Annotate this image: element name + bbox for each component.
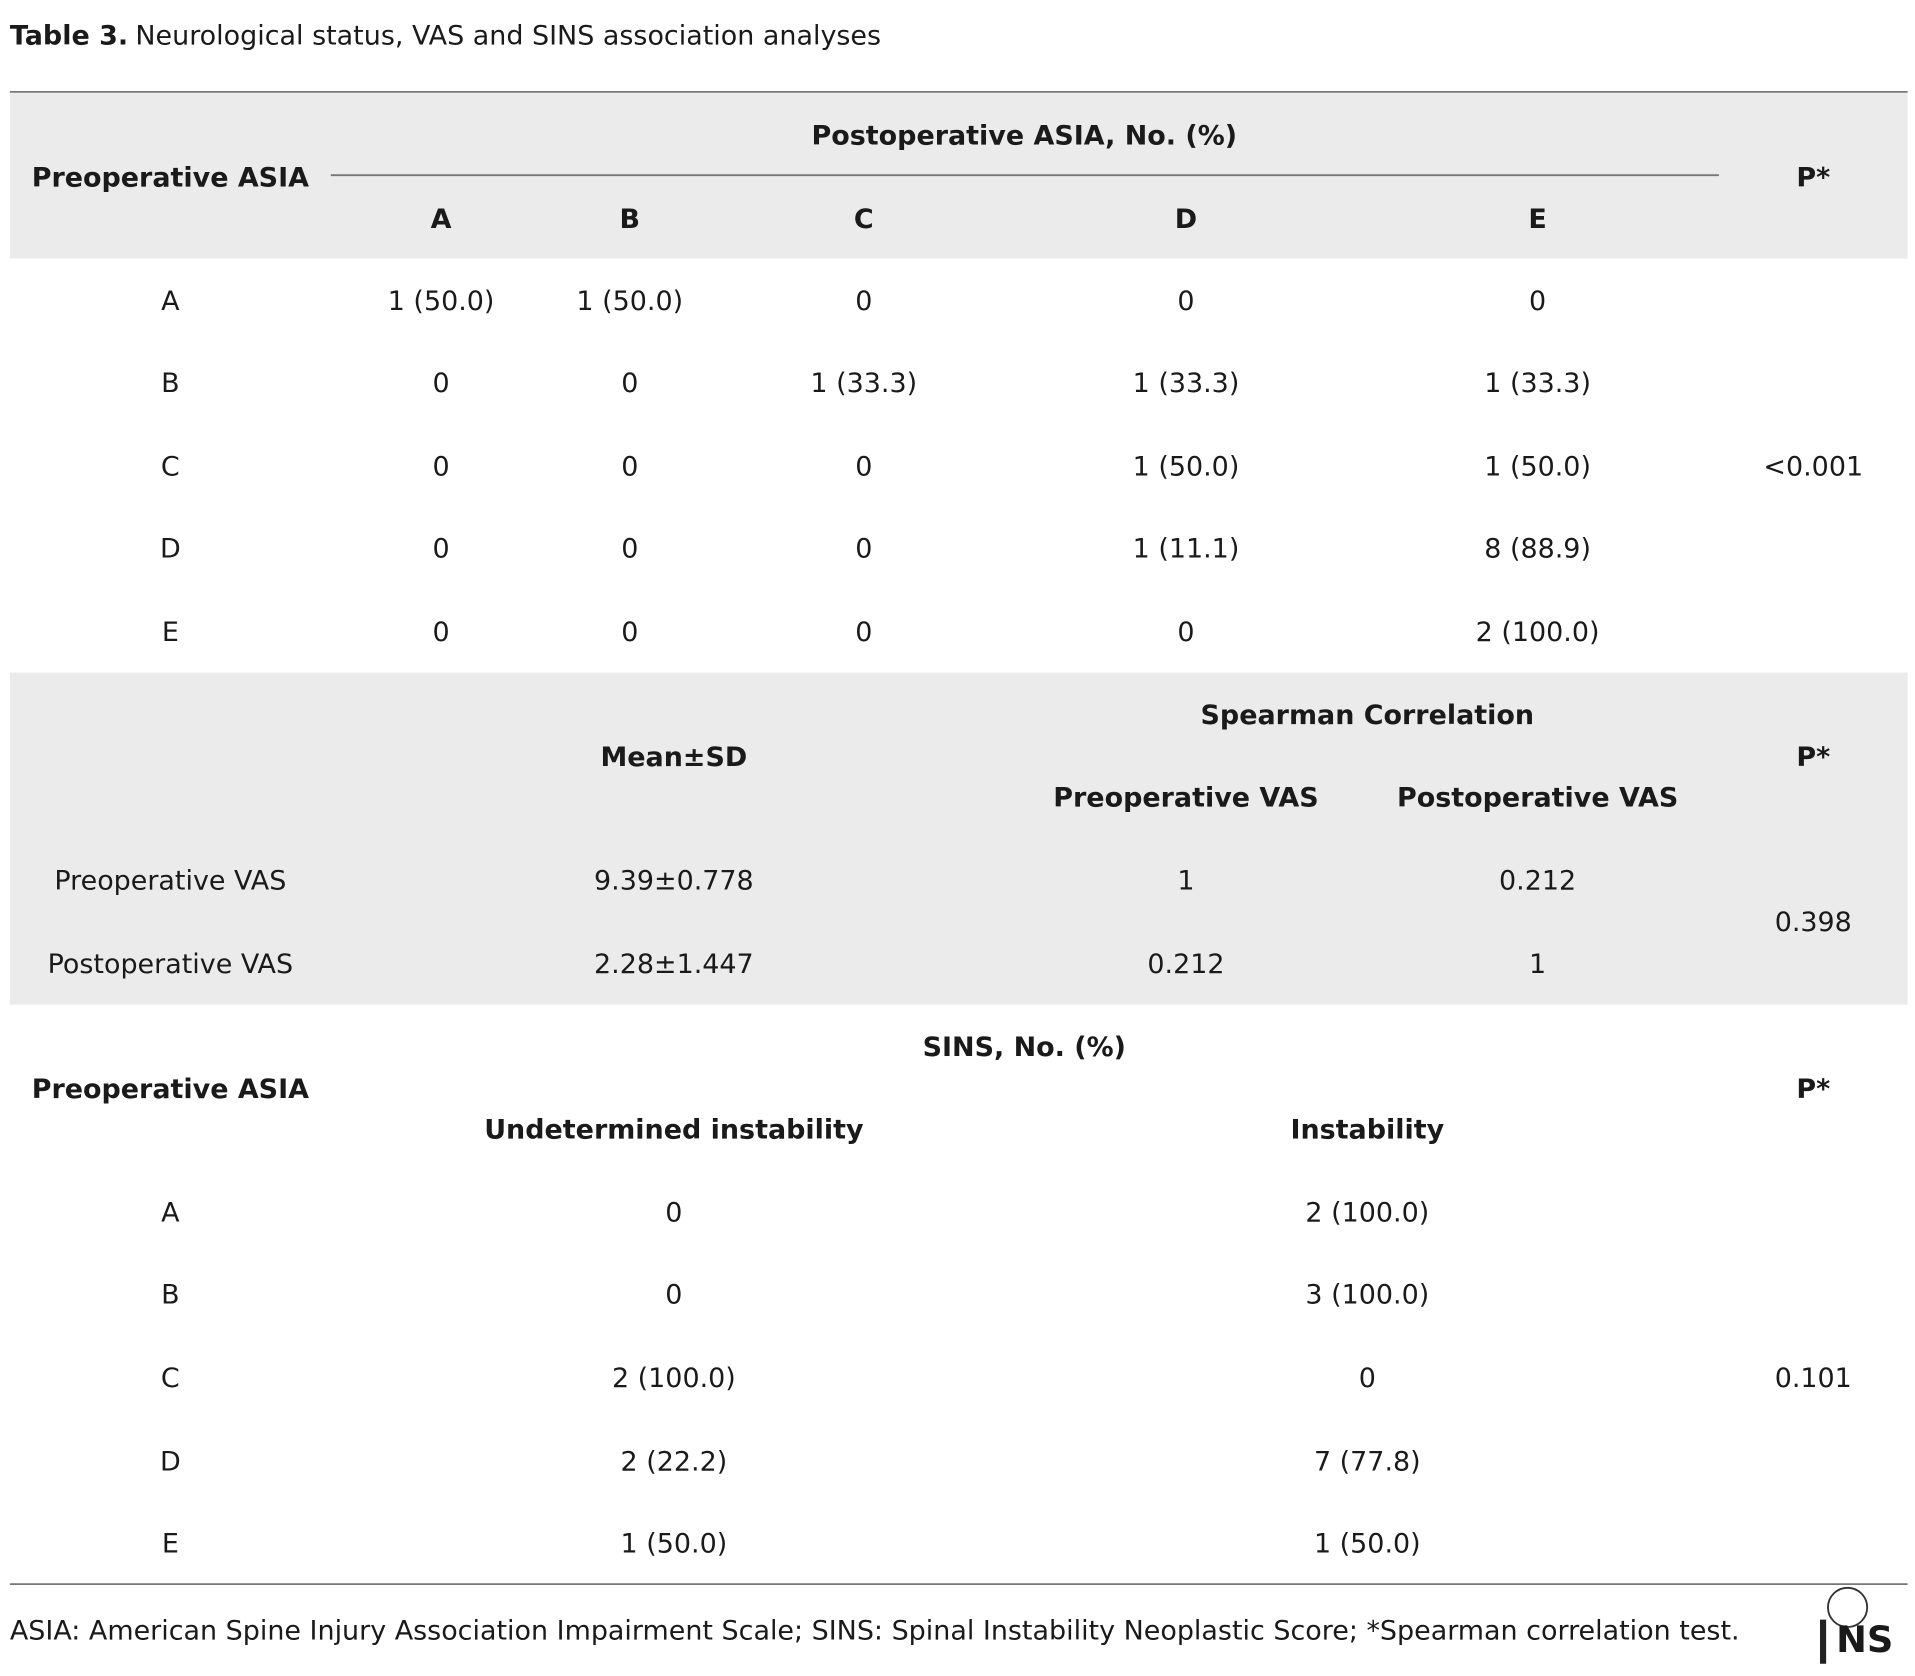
cell: 1 (50.0) xyxy=(621,1528,728,1559)
cell: 0 xyxy=(1529,286,1546,317)
column-header: B xyxy=(619,204,640,235)
row-label: C xyxy=(161,452,180,483)
cell: 0 xyxy=(855,617,872,648)
row-label: B xyxy=(161,1280,179,1311)
cell: 2 (22.2) xyxy=(621,1446,728,1477)
column-header: Instability xyxy=(1290,1114,1444,1145)
column-header: E xyxy=(1528,204,1546,235)
row-label: A xyxy=(161,1198,180,1229)
cell: 9.39±0.778 xyxy=(594,866,754,897)
title-label: Table 3. xyxy=(10,20,128,51)
cell: 1 (33.3) xyxy=(1133,368,1240,399)
cell: 7 (77.8) xyxy=(1314,1446,1421,1477)
row-label: E xyxy=(162,617,179,648)
cell: 0 xyxy=(1177,286,1194,317)
row-label: D xyxy=(160,1446,181,1477)
cell: 2 (100.0) xyxy=(1305,1198,1429,1229)
group-header: SINS, No. (%) xyxy=(923,1032,1126,1063)
cell: 0 xyxy=(621,617,638,648)
cell: 0 xyxy=(433,368,450,399)
logo: NS xyxy=(1820,1586,1893,1664)
cell: 0 xyxy=(621,534,638,565)
cell: 1 (50.0) xyxy=(388,286,495,317)
cell: 1 (33.3) xyxy=(1484,368,1591,399)
cell: 1 xyxy=(1177,866,1194,897)
row-label: E xyxy=(162,1528,179,1559)
logo-text: NS xyxy=(1836,1618,1893,1661)
p-header: P* xyxy=(1796,1074,1830,1105)
row-label: C xyxy=(161,1363,180,1394)
column-header: A xyxy=(431,204,452,235)
cell: 1 (33.3) xyxy=(810,368,917,399)
cell: 0 xyxy=(621,368,638,399)
cell: 0 xyxy=(433,534,450,565)
column-header: Mean±SD xyxy=(600,742,747,773)
cell: 0 xyxy=(1177,617,1194,648)
cell: 8 (88.9) xyxy=(1484,534,1591,565)
cell: 2 (100.0) xyxy=(1476,617,1600,648)
cell: 0 xyxy=(621,452,638,483)
cell: 1 xyxy=(1529,949,1546,980)
cell: 0 xyxy=(433,617,450,648)
row-label: Postoperative VAS xyxy=(48,949,293,980)
column-header: Undetermined instability xyxy=(484,1114,864,1145)
cell: 0.212 xyxy=(1499,866,1576,897)
row-header: Preoperative ASIA xyxy=(32,162,309,193)
column-header: Preoperative VAS xyxy=(1053,782,1318,813)
cell: 0 xyxy=(665,1198,682,1229)
p-header: P* xyxy=(1796,162,1830,193)
p-value: <0.001 xyxy=(1763,452,1863,483)
column-header: D xyxy=(1175,204,1197,235)
cell: 2 (100.0) xyxy=(612,1363,736,1394)
cell: 1 (50.0) xyxy=(1484,452,1591,483)
group-header: Postoperative ASIA, No. (%) xyxy=(812,121,1238,152)
cell: 0 xyxy=(855,534,872,565)
cell: 1 (50.0) xyxy=(576,286,683,317)
column-header: Postoperative VAS xyxy=(1397,782,1678,813)
logo-brain xyxy=(1827,1586,1869,1628)
row-label: Preoperative VAS xyxy=(54,866,286,897)
p-value: 0.398 xyxy=(1775,907,1852,938)
footnote: ASIA: American Spine Injury Association … xyxy=(10,1615,1740,1646)
cell: 0 xyxy=(855,452,872,483)
cell: 0 xyxy=(1359,1363,1376,1394)
cell: 0 xyxy=(665,1280,682,1311)
cell: 0 xyxy=(433,452,450,483)
row-label: B xyxy=(161,368,179,399)
column-header: C xyxy=(854,204,874,235)
p-value: 0.101 xyxy=(1775,1363,1852,1394)
vas-band xyxy=(9,672,1908,1005)
cell: 1 (11.1) xyxy=(1133,534,1240,565)
row-label: A xyxy=(161,286,180,317)
cell: 1 (50.0) xyxy=(1314,1528,1421,1559)
table-title: Table 3. Neurological status, VAS and SIN… xyxy=(10,20,881,51)
row-label: D xyxy=(160,534,181,565)
cell: 1 (50.0) xyxy=(1133,452,1240,483)
cell: 0.212 xyxy=(1147,949,1224,980)
row-header: Preoperative ASIA xyxy=(32,1074,309,1105)
p-header: P* xyxy=(1796,742,1830,773)
title-text: Neurological status, VAS and SINS associ… xyxy=(135,20,881,51)
cell: 3 (100.0) xyxy=(1305,1280,1429,1311)
cell: 0 xyxy=(855,286,872,317)
group-header: Spearman Correlation xyxy=(1201,700,1535,731)
cell: 2.28±1.447 xyxy=(594,949,754,980)
